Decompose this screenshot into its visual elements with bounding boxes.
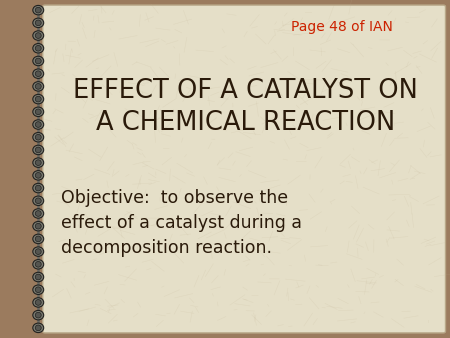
Ellipse shape	[33, 5, 44, 15]
Ellipse shape	[33, 107, 44, 117]
Ellipse shape	[33, 158, 44, 167]
Ellipse shape	[35, 83, 41, 89]
Ellipse shape	[33, 69, 44, 78]
Ellipse shape	[33, 120, 44, 129]
Ellipse shape	[33, 285, 44, 294]
Ellipse shape	[35, 299, 41, 305]
Ellipse shape	[33, 183, 44, 193]
Ellipse shape	[35, 236, 41, 242]
Ellipse shape	[35, 172, 41, 178]
Ellipse shape	[35, 160, 41, 166]
Ellipse shape	[35, 71, 41, 76]
Ellipse shape	[33, 94, 44, 104]
Ellipse shape	[35, 198, 41, 203]
Ellipse shape	[35, 20, 41, 26]
Ellipse shape	[33, 18, 44, 28]
Ellipse shape	[33, 247, 44, 256]
FancyBboxPatch shape	[43, 5, 446, 333]
Ellipse shape	[35, 287, 41, 293]
Ellipse shape	[33, 44, 44, 53]
Ellipse shape	[33, 298, 44, 307]
Ellipse shape	[35, 122, 41, 127]
Ellipse shape	[33, 221, 44, 231]
Ellipse shape	[35, 211, 41, 216]
Ellipse shape	[35, 262, 41, 267]
Ellipse shape	[33, 31, 44, 40]
Ellipse shape	[33, 171, 44, 180]
Ellipse shape	[35, 147, 41, 153]
Ellipse shape	[33, 323, 44, 333]
Text: Objective:  to observe the
effect of a catalyst during a
decomposition reaction.: Objective: to observe the effect of a ca…	[61, 189, 302, 257]
Ellipse shape	[35, 109, 41, 115]
Ellipse shape	[33, 310, 44, 320]
Text: EFFECT OF A CATALYST ON
A CHEMICAL REACTION: EFFECT OF A CATALYST ON A CHEMICAL REACT…	[73, 78, 418, 136]
Ellipse shape	[35, 185, 41, 191]
Ellipse shape	[33, 82, 44, 91]
Ellipse shape	[35, 249, 41, 255]
Ellipse shape	[35, 58, 41, 64]
Ellipse shape	[35, 223, 41, 229]
Ellipse shape	[35, 274, 41, 280]
Text: Page 48 of IAN: Page 48 of IAN	[291, 20, 393, 34]
Ellipse shape	[35, 33, 41, 39]
Ellipse shape	[35, 96, 41, 102]
Ellipse shape	[33, 196, 44, 206]
Ellipse shape	[33, 209, 44, 218]
Ellipse shape	[35, 7, 41, 13]
Ellipse shape	[35, 45, 41, 51]
Ellipse shape	[33, 234, 44, 244]
Ellipse shape	[33, 272, 44, 282]
Ellipse shape	[33, 56, 44, 66]
Ellipse shape	[35, 135, 41, 140]
Ellipse shape	[33, 132, 44, 142]
Ellipse shape	[35, 312, 41, 318]
Ellipse shape	[35, 325, 41, 331]
Ellipse shape	[33, 145, 44, 155]
Ellipse shape	[33, 260, 44, 269]
